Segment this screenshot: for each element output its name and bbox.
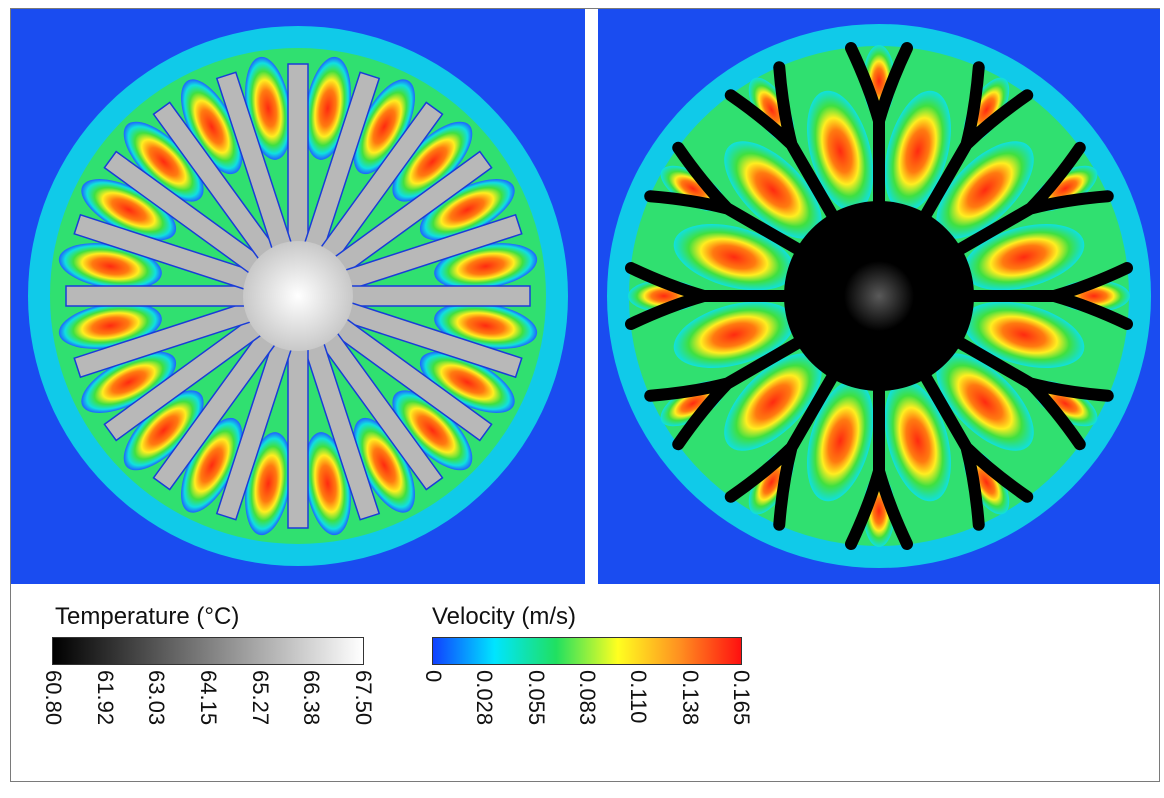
flow-lobe bbox=[936, 353, 1034, 451]
flow-lobe bbox=[884, 380, 951, 502]
colorbar-tick-label: 65.27 bbox=[247, 670, 273, 726]
flow-lobe bbox=[181, 79, 243, 175]
flow-lobe bbox=[963, 301, 1085, 368]
flow-lobe bbox=[673, 224, 795, 291]
flow-lobe bbox=[123, 121, 204, 202]
flow-lobe bbox=[123, 390, 204, 471]
colorbar-tick-label: 0.055 bbox=[523, 670, 549, 726]
flow-lobe bbox=[181, 417, 243, 513]
hub bbox=[844, 261, 914, 331]
branched-fin bbox=[950, 335, 1114, 451]
colorbar-tick-label: 60.80 bbox=[41, 670, 66, 726]
temperature-legend-title: Temperature (°C) bbox=[55, 603, 240, 630]
flow-lobe bbox=[724, 353, 822, 451]
flow-lobe bbox=[81, 179, 177, 241]
flow-lobe bbox=[807, 90, 874, 212]
branched-fin bbox=[625, 262, 795, 330]
flow-lobe bbox=[884, 90, 951, 212]
colorbar-tick-label: 0.028 bbox=[472, 670, 498, 726]
flow-lobe bbox=[673, 301, 795, 368]
branched-fin bbox=[845, 380, 913, 550]
branched-fin bbox=[724, 367, 840, 531]
branched-fin bbox=[950, 141, 1114, 257]
flow-lobe bbox=[353, 79, 415, 175]
colorbar-tick-label: 0.083 bbox=[575, 670, 600, 726]
velocity-colorbar bbox=[432, 637, 742, 665]
flow-lobe bbox=[392, 121, 473, 202]
straight-fin-heat-sink-panel bbox=[11, 9, 585, 584]
flow-lobe bbox=[963, 224, 1085, 291]
flow-lobe bbox=[724, 141, 822, 239]
colorbar-tick-label: 66.38 bbox=[299, 670, 325, 726]
branched-fin bbox=[644, 141, 808, 257]
colorbar-tick-label: 0.110 bbox=[626, 670, 652, 724]
flow-lobe bbox=[807, 380, 874, 502]
branched-fin bbox=[644, 335, 808, 451]
hub bbox=[243, 241, 353, 351]
flow-lobe bbox=[392, 390, 473, 471]
colorbar-tick-label: 0 bbox=[421, 670, 446, 683]
colorbar-tick-label: 61.92 bbox=[92, 670, 118, 726]
flow-lobe bbox=[419, 179, 515, 241]
flow-lobe bbox=[81, 351, 177, 413]
branched-fin bbox=[918, 367, 1034, 531]
branched-fin bbox=[918, 61, 1034, 225]
flow-lobe bbox=[936, 141, 1034, 239]
straight-fin-field bbox=[11, 9, 585, 584]
branched-fin-field bbox=[598, 9, 1160, 584]
branched-fin bbox=[724, 61, 840, 225]
colorbar-tick-label: 67.50 bbox=[351, 670, 376, 726]
branched-fin-heat-sink-panel bbox=[598, 9, 1160, 584]
colorbar-tick-label: 0.165 bbox=[729, 670, 754, 726]
branched-fins bbox=[625, 42, 1133, 550]
flow-lobe bbox=[419, 351, 515, 413]
colorbar-tick-label: 64.15 bbox=[196, 670, 221, 726]
velocity-legend-title: Velocity (m/s) bbox=[432, 603, 577, 630]
colorbar-tick-label: 0.138 bbox=[677, 670, 703, 726]
colorbar-tick-label: 63.03 bbox=[144, 670, 170, 726]
branched-fin bbox=[963, 262, 1133, 330]
temperature-colorbar bbox=[52, 637, 364, 665]
flow-lobe bbox=[353, 417, 415, 513]
branched-fin bbox=[845, 42, 913, 212]
